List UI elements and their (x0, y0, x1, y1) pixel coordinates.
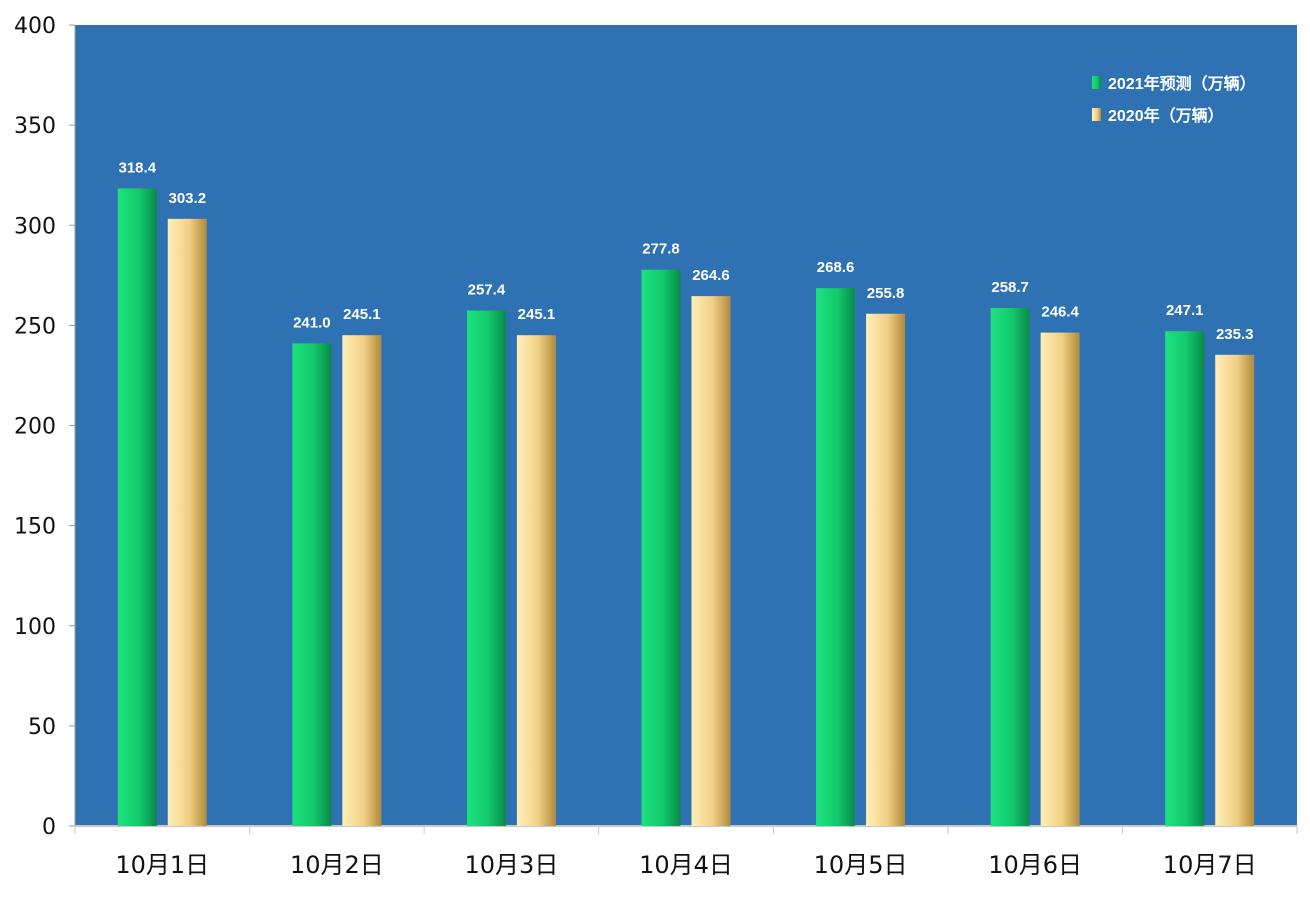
category-group: 258.7 246.4 (990, 279, 1080, 826)
data-label: 245.1 (518, 306, 556, 323)
bar-2021 (292, 343, 332, 826)
bar-2020 (1040, 332, 1080, 826)
x-axis: 10月1日 10月2日 10月3日 10月4日 10月5日 10月6日 10月7日 (74, 825, 1298, 879)
bar-2021 (816, 288, 856, 826)
legend: 2021年预测（万辆） 2020年（万辆） (1092, 74, 1256, 125)
category-group: 257.4 245.1 (466, 282, 556, 826)
y-tick-label: 300 (14, 214, 56, 239)
bar-2021 (641, 269, 681, 826)
y-axis: 0 50 100 150 200 250 300 350 400 (14, 14, 76, 840)
bar-2020 (866, 313, 906, 826)
x-tick-label: 10月5日 (814, 851, 908, 879)
bar-2021 (466, 310, 506, 826)
data-label: 235.3 (1216, 326, 1254, 343)
bar-2021 (1165, 331, 1205, 826)
category-group: 277.8 264.6 (641, 241, 731, 826)
data-label: 318.4 (119, 159, 157, 176)
bar-2020 (516, 335, 556, 826)
category-group: 241.0 245.1 (292, 306, 382, 826)
y-tick-label: 50 (28, 715, 56, 740)
bar-2021 (990, 307, 1030, 826)
plot-area (75, 25, 1297, 826)
bar-2020 (691, 296, 731, 826)
y-tick-label: 350 (14, 114, 56, 139)
x-tick-label: 10月1日 (115, 851, 209, 879)
category-group: 268.6 255.8 (816, 259, 906, 826)
data-label: 268.6 (817, 259, 855, 276)
x-tick-label: 10月2日 (290, 851, 384, 879)
category-group: 318.4 303.2 (117, 159, 207, 827)
bar-2020 (167, 218, 207, 827)
bar-2021 (117, 188, 157, 827)
bar-2020 (342, 335, 382, 826)
data-label: 264.6 (692, 267, 730, 284)
category-group: 247.1 235.3 (1165, 302, 1255, 826)
data-label: 277.8 (642, 241, 680, 258)
y-tick-label: 200 (14, 415, 56, 440)
y-tick-label: 400 (14, 14, 56, 39)
bar-2020 (1215, 354, 1255, 826)
y-tick-label: 150 (14, 515, 56, 540)
data-label: 255.8 (867, 285, 905, 302)
legend-swatch-2020 (1092, 108, 1101, 121)
data-label: 303.2 (169, 190, 207, 207)
y-tick-label: 100 (14, 615, 56, 640)
data-label: 246.4 (1041, 304, 1079, 321)
data-label: 241.0 (293, 314, 331, 331)
y-tick-label: 250 (14, 314, 56, 339)
data-label: 245.1 (343, 306, 381, 323)
data-label: 258.7 (991, 279, 1029, 296)
data-label: 257.4 (468, 282, 506, 299)
x-tick-label: 10月7日 (1163, 851, 1257, 879)
legend-swatch-2021 (1092, 76, 1101, 89)
y-tick-label: 0 (42, 815, 56, 840)
data-label: 247.1 (1166, 302, 1204, 319)
legend-label: 2020年（万辆） (1108, 106, 1224, 125)
x-tick-label: 10月4日 (639, 851, 733, 879)
x-tick-label: 10月6日 (988, 851, 1082, 879)
x-tick-label: 10月3日 (465, 851, 559, 879)
legend-label: 2021年预测（万辆） (1108, 74, 1256, 93)
bars: 318.4 303.2 241.0 245.1 257.4 245.1 277.8 264.6… (117, 159, 1255, 827)
